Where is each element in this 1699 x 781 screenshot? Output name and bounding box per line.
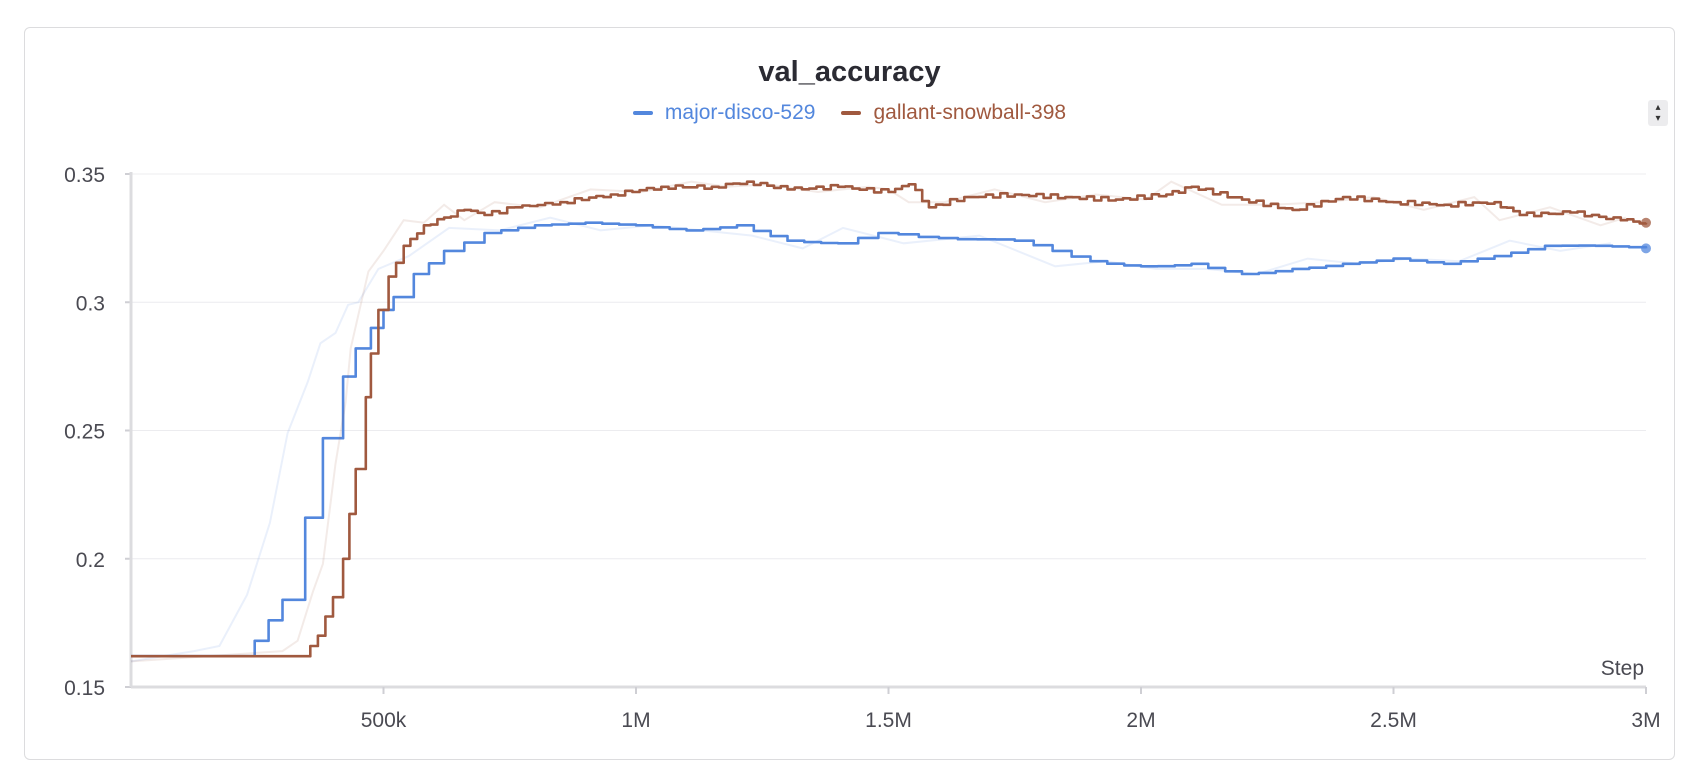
- series-raw-trace-1: [130, 180, 1627, 663]
- scroll-up-icon[interactable]: ▴: [1655, 102, 1661, 113]
- x-tick-label: 500k: [361, 709, 407, 732]
- y-tick-label: 0.25: [64, 421, 105, 444]
- chart-title: val_accuracy: [758, 56, 941, 88]
- y-tick-label: 0.35: [64, 164, 105, 187]
- x-tick-label: 2.5M: [1370, 709, 1417, 732]
- x-tick-label: 1M: [621, 709, 650, 732]
- x-tick-label: 3M: [1631, 709, 1660, 732]
- legend-scroll-control[interactable]: ▴ ▾: [1648, 100, 1668, 126]
- legend-swatch-major-disco: [632, 111, 653, 115]
- x-tick-label: 1.5M: [865, 709, 912, 732]
- chart-legend: major-disco-529 gallant-snowball-398: [0, 101, 1699, 125]
- x-tick-label: 2M: [1126, 709, 1155, 732]
- series-end-point-1: [1641, 217, 1651, 228]
- scroll-down-icon[interactable]: ▾: [1655, 113, 1661, 124]
- y-tick-label: 0.2: [76, 549, 105, 572]
- series-line-1: [131, 180, 1648, 658]
- legend-label-major-disco: major-disco-529: [664, 101, 816, 124]
- series-end-point-0: [1641, 243, 1651, 254]
- legend-label-gallant-snowball: gallant-snowball-398: [873, 101, 1067, 124]
- chart-panel: [24, 27, 1675, 760]
- legend-item-major-disco[interactable]: major-disco-529: [632, 101, 816, 125]
- y-tick-label: 0.3: [76, 292, 105, 315]
- series-line-0: [131, 221, 1648, 658]
- series-raw-trace-0: [130, 216, 1611, 663]
- legend-item-gallant-snowball[interactable]: gallant-snowball-398: [841, 101, 1066, 125]
- y-tick-label: 0.15: [64, 677, 105, 700]
- legend-swatch-gallant-snowball: [841, 111, 862, 115]
- x-axis-label: Step: [1601, 657, 1644, 680]
